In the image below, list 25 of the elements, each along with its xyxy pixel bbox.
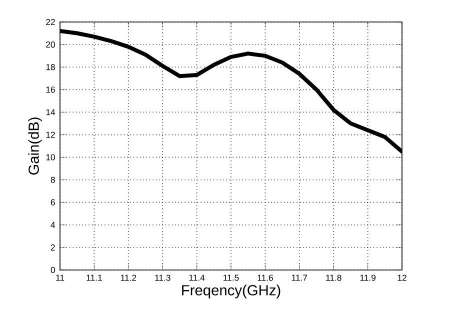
y-axis-title: Gain(dB) (28, 118, 42, 175)
x-tick-label: 12 (398, 274, 406, 281)
x-tick-label: 11.9 (360, 274, 376, 281)
y-tick-label: 4 (50, 222, 56, 228)
x-tick-label: 11 (56, 274, 64, 281)
y-tick-label: 6 (50, 199, 55, 206)
y-tick-label: 12 (46, 132, 55, 138)
x-axis-title: Freqency(GHz) (182, 284, 280, 298)
y-tick-label: 10 (46, 154, 55, 160)
x-tick-label: 11.2 (120, 274, 136, 281)
y-tick-label: 18 (46, 64, 55, 70)
x-tick-label: 11.4 (189, 274, 205, 281)
x-tick-label: 11.8 (326, 274, 342, 281)
y-tick-label: 22 (46, 18, 55, 26)
x-tick-label: 11.6 (258, 274, 273, 281)
y-tick-label: 14 (46, 109, 56, 116)
x-tick-label: 11.7 (292, 274, 308, 281)
y-tick-label: 0 (50, 266, 55, 274)
y-tick-label: 20 (46, 41, 55, 48)
y-tick-label: 16 (46, 86, 55, 93)
x-tick-label: 11.3 (155, 274, 170, 281)
y-tick-label: 8 (50, 176, 55, 183)
y-tick-label: 2 (50, 244, 55, 250)
x-tick-label: 11.5 (224, 274, 239, 281)
x-tick-label: 11.1 (86, 274, 102, 281)
